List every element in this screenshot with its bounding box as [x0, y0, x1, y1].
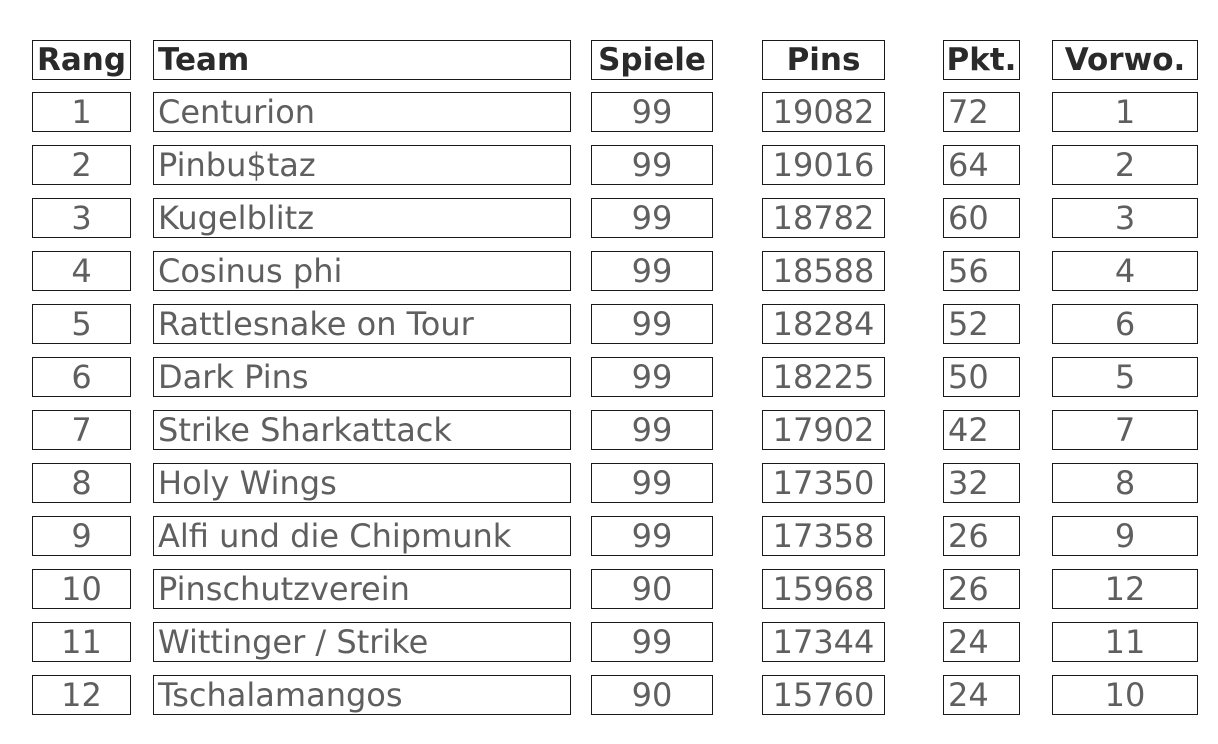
header-pins: Pins — [762, 40, 885, 80]
cell-points: 24 — [943, 622, 1020, 662]
cell-pins: 18225 — [762, 357, 885, 397]
header-rank: Rang — [32, 40, 131, 80]
cell-points: 24 — [943, 675, 1020, 715]
cell-games: 99 — [591, 92, 713, 132]
cell-pins: 18588 — [762, 251, 885, 291]
cell-rank: 9 — [32, 516, 131, 556]
header-points: Pkt. — [943, 40, 1020, 80]
cell-previous-week: 1 — [1052, 92, 1198, 132]
cell-games: 99 — [591, 516, 713, 556]
cell-team: Strike Sharkattack — [153, 410, 571, 450]
cell-rank: 1 — [32, 92, 131, 132]
cell-pins: 17358 — [762, 516, 885, 556]
cell-team: Rattlesnake on Tour — [153, 304, 571, 344]
cell-points: 26 — [943, 516, 1020, 556]
cell-pins: 17350 — [762, 463, 885, 503]
cell-rank: 5 — [32, 304, 131, 344]
cell-previous-week: 8 — [1052, 463, 1198, 503]
cell-team: Holy Wings — [153, 463, 571, 503]
cell-pins: 19082 — [762, 92, 885, 132]
cell-pins: 18284 — [762, 304, 885, 344]
cell-pins: 15968 — [762, 569, 885, 609]
header-previous-week: Vorwo. — [1052, 40, 1198, 80]
cell-points: 32 — [943, 463, 1020, 503]
cell-pins: 15760 — [762, 675, 885, 715]
cell-rank: 11 — [32, 622, 131, 662]
cell-previous-week: 12 — [1052, 569, 1198, 609]
header-games: Spiele — [591, 40, 713, 80]
cell-team: Wittinger / Strike — [153, 622, 571, 662]
cell-team: Cosinus phi — [153, 251, 571, 291]
cell-games: 99 — [591, 198, 713, 238]
cell-previous-week: 3 — [1052, 198, 1198, 238]
cell-games: 99 — [591, 622, 713, 662]
cell-points: 60 — [943, 198, 1020, 238]
cell-team: Pinbu$taz — [153, 145, 571, 185]
cell-points: 26 — [943, 569, 1020, 609]
cell-pins: 17902 — [762, 410, 885, 450]
cell-previous-week: 11 — [1052, 622, 1198, 662]
cell-games: 99 — [591, 357, 713, 397]
cell-points: 50 — [943, 357, 1020, 397]
cell-rank: 4 — [32, 251, 131, 291]
cell-previous-week: 10 — [1052, 675, 1198, 715]
cell-pins: 19016 — [762, 145, 885, 185]
cell-rank: 6 — [32, 357, 131, 397]
cell-previous-week: 9 — [1052, 516, 1198, 556]
cell-rank: 3 — [32, 198, 131, 238]
cell-pins: 18782 — [762, 198, 885, 238]
cell-points: 42 — [943, 410, 1020, 450]
cell-previous-week: 7 — [1052, 410, 1198, 450]
cell-previous-week: 2 — [1052, 145, 1198, 185]
cell-points: 52 — [943, 304, 1020, 344]
cell-points: 64 — [943, 145, 1020, 185]
cell-games: 90 — [591, 569, 713, 609]
cell-games: 99 — [591, 410, 713, 450]
cell-team: Pinschutzverein — [153, 569, 571, 609]
cell-rank: 8 — [32, 463, 131, 503]
cell-team: Centurion — [153, 92, 571, 132]
cell-previous-week: 4 — [1052, 251, 1198, 291]
cell-rank: 2 — [32, 145, 131, 185]
cell-games: 99 — [591, 145, 713, 185]
cell-previous-week: 6 — [1052, 304, 1198, 344]
cell-team: Kugelblitz — [153, 198, 571, 238]
cell-games: 90 — [591, 675, 713, 715]
cell-team: Tschalamangos — [153, 675, 571, 715]
cell-points: 56 — [943, 251, 1020, 291]
cell-rank: 12 — [32, 675, 131, 715]
cell-team: Dark Pins — [153, 357, 571, 397]
cell-previous-week: 5 — [1052, 357, 1198, 397]
cell-rank: 10 — [32, 569, 131, 609]
cell-games: 99 — [591, 463, 713, 503]
cell-games: 99 — [591, 304, 713, 344]
cell-games: 99 — [591, 251, 713, 291]
cell-points: 72 — [943, 92, 1020, 132]
cell-rank: 7 — [32, 410, 131, 450]
cell-pins: 17344 — [762, 622, 885, 662]
cell-team: Alfi und die Chipmunk — [153, 516, 571, 556]
header-team: Team — [153, 40, 571, 80]
